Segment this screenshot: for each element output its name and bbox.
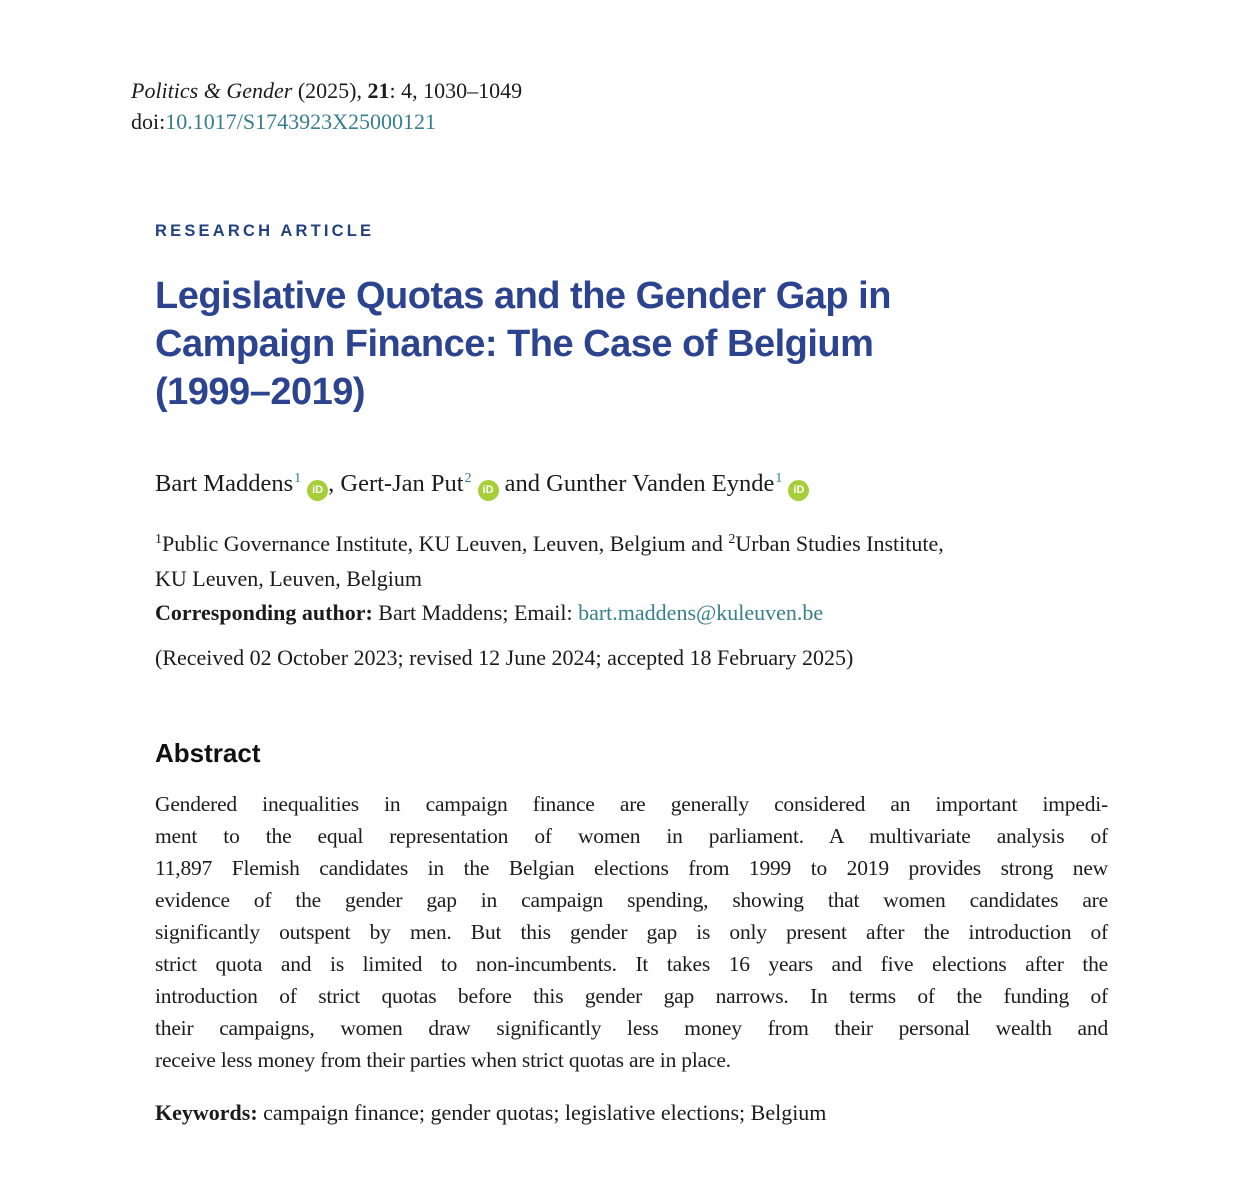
corresponding-label: Corresponding author:: [155, 600, 373, 625]
keywords-text: campaign finance; gender quotas; legisla…: [257, 1100, 827, 1125]
title-line: Campaign Finance: The Case of Belgium: [155, 323, 874, 365]
abstract-line: 11,897 Flemish candidates in the Belgian…: [155, 856, 1108, 880]
author-affiliation-sup: 2: [464, 471, 472, 486]
corresponding-author-line: Corresponding author: Bart Maddens; Emai…: [155, 597, 944, 628]
keywords-label: Keywords:: [155, 1100, 258, 1125]
authors-line: Bart Maddens1iD, Gert-Jan Put2iD and Gun…: [155, 470, 810, 501]
abstract-line: ment to the equal representation of wome…: [155, 824, 1108, 848]
affiliation-line: 1Public Governance Institute, KU Leuven,…: [155, 528, 944, 563]
affiliation-line: KU Leuven, Leuven, Belgium: [155, 566, 422, 591]
doi-line: doi:10.1017/S1743923X25000121: [131, 106, 522, 137]
author-name: Gert-Jan Put: [340, 470, 464, 497]
affiliation-text: Urban Studies Institute,: [735, 531, 944, 556]
affiliations-block: 1Public Governance Institute, KU Leuven,…: [155, 528, 944, 628]
citation-volume: 21: [367, 78, 390, 103]
title-line: (1999–2019): [155, 371, 366, 413]
author-name: Bart Maddens: [155, 470, 294, 497]
affiliation-sup: 2: [728, 532, 736, 547]
author-affiliation-sup: 1: [294, 471, 302, 486]
journal-citation-block: Politics & Gender (2025), 21: 4, 1030–10…: [131, 75, 522, 137]
journal-citation-line: Politics & Gender (2025), 21: 4, 1030–10…: [131, 75, 522, 106]
abstract-line: Gendered inequalities in campaign financ…: [155, 792, 1108, 816]
abstract-line: receive less money from their parties wh…: [155, 1048, 731, 1072]
affiliation-text: Public Governance Institute, KU Leuven, …: [162, 531, 729, 556]
abstract-heading: Abstract: [155, 738, 261, 768]
orcid-icon[interactable]: iD: [307, 480, 329, 501]
citation-year: (2025),: [292, 78, 368, 103]
email-link[interactable]: bart.maddens@kuleuven.be: [578, 600, 824, 625]
title-line: Legislative Quotas and the Gender Gap in: [155, 275, 891, 317]
abstract-line: introduction of strict quotas before thi…: [155, 984, 1108, 1008]
journal-name: Politics & Gender: [131, 78, 293, 103]
abstract-text: Gendered inequalities in campaign financ…: [155, 788, 1108, 1076]
abstract-line: strict quota and is limited to non-incum…: [155, 952, 1108, 976]
abstract-line: their campaigns, women draw significantl…: [155, 1016, 1108, 1040]
author-affiliation-sup: 1: [775, 471, 783, 486]
article-history: (Received 02 October 2023; revised 12 Ju…: [155, 645, 854, 670]
doi-prefix: doi:: [131, 109, 166, 134]
article-type-label: RESEARCH ARTICLE: [155, 222, 375, 240]
doi-link[interactable]: 10.1017/S1743923X25000121: [165, 109, 436, 134]
corresponding-text: Bart Maddens; Email:: [372, 600, 579, 625]
author-separator: ,: [328, 470, 341, 497]
citation-issue-pages: : 4, 1030–1049: [389, 78, 523, 103]
affiliation-sup: 1: [155, 532, 162, 547]
author-name: Gunther Vanden Eynde: [546, 470, 775, 497]
orcid-icon[interactable]: iD: [477, 480, 499, 501]
orcid-icon[interactable]: iD: [788, 480, 810, 501]
abstract-line: significantly outspent by men. But this …: [155, 920, 1108, 944]
keywords-line: Keywords: campaign finance; gender quota…: [155, 1100, 826, 1126]
author-separator: and: [498, 470, 547, 497]
abstract-line: evidence of the gender gap in campaign s…: [155, 888, 1108, 912]
article-title: Legislative Quotas and the Gender Gap in…: [155, 272, 891, 416]
